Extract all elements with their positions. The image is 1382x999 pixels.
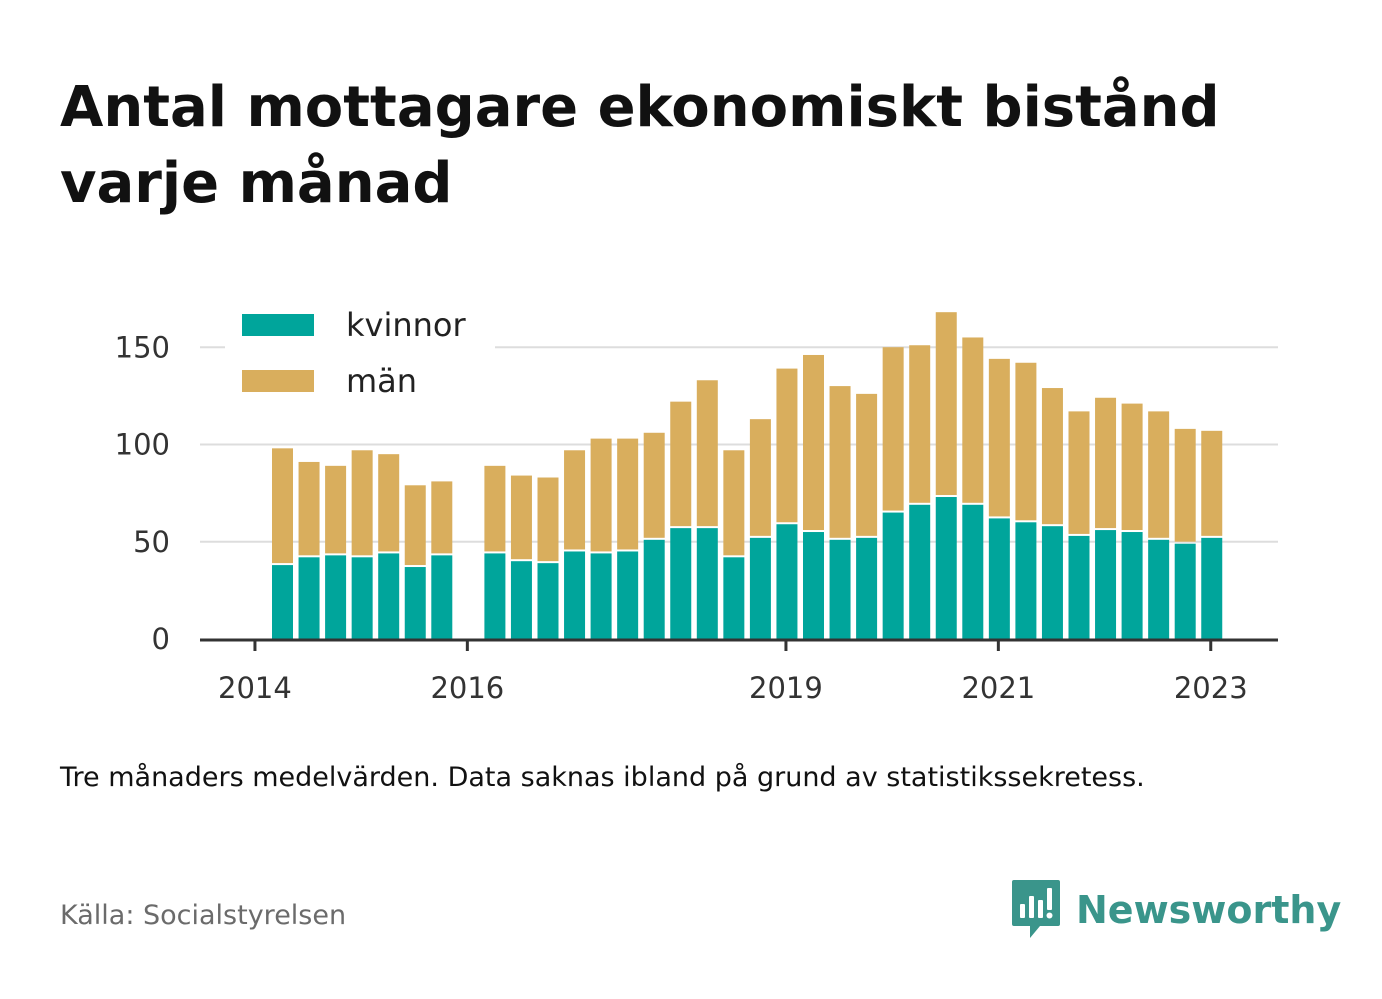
bar-kvinnor — [537, 563, 559, 639]
legend-label: män — [346, 362, 417, 400]
y-tick-label: 100 — [115, 428, 170, 462]
bar-man — [404, 485, 426, 566]
legend-label: kvinnor — [346, 306, 467, 344]
bar-kvinnor — [909, 504, 931, 639]
bar-kvinnor — [1174, 543, 1196, 639]
bar-man — [431, 481, 453, 554]
bar-man — [723, 450, 745, 556]
bar-man — [510, 475, 532, 560]
source-note: Källa: Socialstyrelsen — [60, 900, 347, 931]
bar-kvinnor — [988, 518, 1010, 639]
bar-kvinnor — [325, 555, 347, 639]
bar-kvinnor — [272, 565, 293, 639]
legend-swatch — [242, 370, 314, 392]
bar-kvinnor — [1121, 532, 1143, 639]
bar-man — [272, 448, 293, 564]
bar-kvinnor — [510, 561, 532, 639]
bar-man — [1201, 430, 1223, 536]
bar-kvinnor — [856, 537, 878, 639]
brand-logo: Newsworthy — [1010, 878, 1341, 942]
bar-kvinnor — [378, 553, 400, 639]
bar-man — [988, 358, 1010, 517]
bar-man — [749, 419, 771, 536]
y-tick-label: 150 — [115, 330, 170, 364]
bar-kvinnor — [1015, 522, 1037, 639]
page-title: Antal mottagare ekonomiskt bistånd varje… — [60, 75, 1220, 216]
bar-kvinnor — [564, 551, 586, 639]
bar-man — [856, 393, 878, 536]
bar-man — [643, 432, 665, 538]
bar-kvinnor — [696, 528, 718, 639]
bar-man — [882, 347, 904, 511]
bar-kvinnor — [590, 553, 612, 639]
bars — [272, 312, 1223, 639]
bar-man — [617, 438, 639, 550]
bar-man — [298, 461, 320, 556]
bar-man — [351, 450, 373, 556]
bar-kvinnor — [829, 539, 851, 639]
bar-kvinnor — [617, 551, 639, 639]
newsworthy-logo-icon — [1012, 880, 1060, 938]
bar-kvinnor — [749, 537, 771, 639]
bar-man — [1121, 403, 1143, 531]
bar-kvinnor — [962, 504, 984, 639]
bar-man — [935, 312, 957, 496]
bar-man — [1095, 397, 1117, 529]
x-tick-label: 2023 — [1174, 671, 1248, 705]
bar-kvinnor — [1095, 530, 1117, 639]
bar-man — [564, 450, 586, 550]
bar-man — [325, 465, 347, 554]
bar-kvinnor — [351, 557, 373, 639]
bar-kvinnor — [643, 539, 665, 639]
x-tick-label: 2016 — [430, 671, 504, 705]
bar-kvinnor — [670, 528, 692, 639]
bar-kvinnor — [1148, 539, 1170, 639]
bar-man — [776, 368, 798, 523]
axes: 0 50 100 150 2014 2016 2019 2021 2023 — [115, 330, 1278, 705]
bar-man — [909, 345, 931, 503]
bar-man — [1041, 388, 1063, 525]
x-tick-label: 2019 — [749, 671, 823, 705]
bar-man — [1174, 428, 1196, 542]
legend-swatch — [242, 314, 314, 336]
bar-kvinnor — [723, 557, 745, 639]
bar-man — [590, 438, 612, 552]
x-tick-label: 2014 — [218, 671, 292, 705]
bar-kvinnor — [882, 512, 904, 639]
bar-kvinnor — [1068, 535, 1090, 639]
bar-kvinnor — [484, 553, 506, 639]
chart-caption: Tre månaders medelvärden. Data saknas ib… — [60, 762, 1145, 793]
bar-man — [1015, 362, 1037, 521]
bar-kvinnor — [431, 555, 453, 639]
bar-kvinnor — [803, 532, 824, 639]
x-tick-label: 2021 — [961, 671, 1035, 705]
bar-kvinnor — [776, 524, 798, 639]
y-tick-label: 50 — [133, 525, 170, 559]
bar-kvinnor — [935, 497, 957, 639]
bar-kvinnor — [298, 557, 320, 639]
bar-man — [696, 380, 718, 527]
bar-man — [537, 477, 559, 562]
bar-man — [962, 337, 984, 503]
bar-man — [670, 401, 692, 527]
bar-man — [803, 354, 824, 531]
legend: kvinnor män — [225, 300, 495, 410]
bar-man — [1148, 411, 1170, 538]
bar-man — [484, 465, 506, 552]
y-tick-label: 0 — [152, 622, 170, 656]
bar-kvinnor — [1041, 526, 1063, 639]
brand-name: Newsworthy — [1076, 888, 1342, 932]
stacked-bar-chart: 0 50 100 150 2014 2016 2019 2021 2023 kvinnor män — [114, 300, 1278, 705]
bar-man — [1068, 411, 1090, 534]
bar-kvinnor — [1201, 537, 1223, 639]
bar-kvinnor — [404, 567, 426, 639]
bar-man — [829, 386, 851, 538]
bar-man — [378, 454, 400, 552]
